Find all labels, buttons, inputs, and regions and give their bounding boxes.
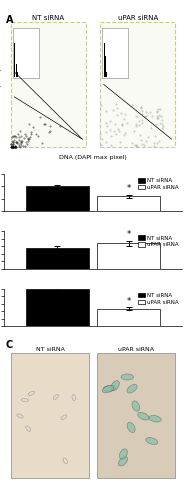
Ellipse shape: [103, 386, 116, 392]
Bar: [104, 43, 105, 76]
Text: NT siRNA: NT siRNA: [36, 347, 65, 352]
Text: *: *: [127, 230, 131, 239]
Text: *: *: [127, 298, 131, 306]
Bar: [105, 56, 106, 76]
Ellipse shape: [127, 384, 137, 393]
Bar: [97, 354, 175, 478]
Text: uPAR siRNA: uPAR siRNA: [118, 347, 154, 352]
Ellipse shape: [146, 438, 158, 444]
Bar: [26, 289, 89, 326]
Ellipse shape: [121, 374, 134, 380]
Text: DNA (area): DNA (area): [0, 68, 2, 104]
Text: NT siRNA: NT siRNA: [32, 14, 64, 20]
Text: C: C: [6, 340, 13, 349]
Bar: [26, 186, 89, 211]
Ellipse shape: [102, 386, 114, 393]
Ellipse shape: [149, 416, 161, 422]
Ellipse shape: [127, 422, 135, 432]
Ellipse shape: [119, 449, 127, 459]
Ellipse shape: [118, 456, 128, 466]
Text: DNA (DAPI max pixel): DNA (DAPI max pixel): [59, 156, 127, 160]
Text: uPAR siRNA: uPAR siRNA: [118, 14, 158, 20]
Ellipse shape: [132, 401, 140, 411]
Bar: [13, 28, 39, 78]
Bar: [11, 22, 86, 146]
Bar: [102, 28, 128, 78]
Bar: [106, 72, 107, 76]
Ellipse shape: [111, 380, 119, 390]
Bar: [97, 309, 160, 326]
Text: A: A: [6, 14, 13, 24]
Bar: [11, 354, 89, 478]
Bar: [100, 22, 175, 146]
Bar: [97, 244, 160, 268]
Legend: NT siRNA, uPAR siRNA: NT siRNA, uPAR siRNA: [137, 292, 179, 306]
Legend: NT siRNA, uPAR siRNA: NT siRNA, uPAR siRNA: [137, 177, 179, 191]
Bar: [97, 196, 160, 211]
Ellipse shape: [138, 412, 149, 420]
Text: *: *: [127, 184, 131, 194]
Bar: [16, 64, 17, 76]
Legend: NT siRNA, uPAR siRNA: NT siRNA, uPAR siRNA: [137, 234, 179, 248]
Bar: [26, 248, 89, 268]
